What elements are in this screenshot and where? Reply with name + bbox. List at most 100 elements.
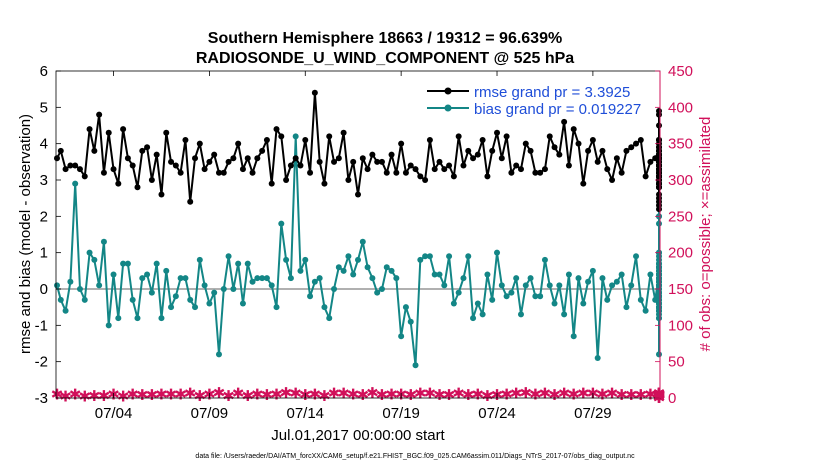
obs-assimilated-marker: ✱ xyxy=(136,387,149,404)
rmse-point xyxy=(182,137,189,144)
obs-assimilated-marker: ✱ xyxy=(548,387,561,404)
rmse-point xyxy=(503,133,510,140)
bias-point xyxy=(220,286,227,292)
bias-point xyxy=(283,256,290,263)
y-right-tick-label: 450 xyxy=(668,63,693,80)
rmse-point xyxy=(618,169,625,176)
rmse-point xyxy=(551,144,558,151)
bias-point xyxy=(321,304,328,311)
rmse-point xyxy=(350,158,357,165)
obs-assimilated-marker: ✱ xyxy=(653,386,666,403)
rmse-point xyxy=(100,169,107,176)
obs-assimilated-marker: ✱ xyxy=(126,386,139,403)
bias-point xyxy=(613,278,620,285)
rmse-point xyxy=(311,89,318,96)
obs-assimilated-marker: ✱ xyxy=(615,387,628,404)
bias-point xyxy=(163,267,170,274)
bias-point xyxy=(196,256,203,263)
rmse-point xyxy=(446,162,453,169)
bias-point xyxy=(470,315,477,322)
rmse-point xyxy=(527,147,534,154)
obs-assimilated-marker: ✱ xyxy=(347,386,360,403)
obs-assimilated-marker: ✱ xyxy=(146,387,159,404)
bias-point xyxy=(62,307,69,314)
rmse-point xyxy=(134,184,141,191)
bias-point xyxy=(110,271,117,278)
obs-assimilated-marker: ✱ xyxy=(433,387,446,404)
bias-point xyxy=(278,220,285,227)
rmse-point xyxy=(609,177,616,183)
bias-point xyxy=(350,271,357,278)
obs-assimilated-marker: ✱ xyxy=(653,386,666,403)
rmse-point xyxy=(321,180,328,187)
obs-assimilated-marker: ✱ xyxy=(174,386,187,403)
bias-point xyxy=(311,278,318,285)
bias-point xyxy=(335,264,342,271)
bias-point xyxy=(268,282,275,289)
bias-point xyxy=(211,289,218,296)
rmse-point xyxy=(67,162,74,169)
obs-assimilated-marker: ✱ xyxy=(653,387,666,404)
bias-point xyxy=(398,333,405,340)
bias-point xyxy=(656,296,662,303)
obs-assimilated-marker: ✱ xyxy=(117,389,130,406)
rmse-point xyxy=(656,206,662,213)
obs-assimilated-marker: ✱ xyxy=(318,388,331,405)
obs-assimilated-marker: ✱ xyxy=(653,388,666,405)
rmse-point xyxy=(613,155,620,162)
x-tick-label: 07/19 xyxy=(382,405,420,422)
bias-point xyxy=(537,293,544,300)
rmse-point xyxy=(369,151,376,158)
rmse-point xyxy=(192,155,199,162)
obs-assimilated-marker: ✱ xyxy=(635,387,648,404)
obs-assimilated-marker: ✱ xyxy=(653,390,666,407)
rmse-point xyxy=(153,151,160,158)
y-left-tick-label: -1 xyxy=(35,317,48,334)
y-left-tick-label: -3 xyxy=(35,390,48,407)
bias-point xyxy=(72,180,79,187)
rmse-point xyxy=(316,158,323,165)
rmse-point xyxy=(656,195,662,202)
bias-point xyxy=(522,282,529,289)
bias-point xyxy=(244,260,251,267)
obs-assimilated-marker: ✱ xyxy=(653,387,666,404)
obs-assimilated-marker: ✱ xyxy=(261,387,274,404)
bias-point xyxy=(86,249,93,256)
obs-assimilated-marker: ✱ xyxy=(653,387,666,404)
rmse-point xyxy=(426,137,433,144)
rmse-point xyxy=(517,166,524,173)
obs-assimilated-marker: ✱ xyxy=(472,386,485,403)
rmse-point xyxy=(513,162,520,169)
bias-point xyxy=(259,275,266,282)
rmse-point xyxy=(489,147,496,154)
y-right-tick-label: 300 xyxy=(668,172,693,189)
obs-assimilated-marker: ✱ xyxy=(270,386,283,403)
rmse-point xyxy=(575,140,582,147)
chart-title-line2: RADIOSONDE_U_WIND_COMPONENT @ 525 hPa xyxy=(196,50,574,67)
bias-point xyxy=(527,275,534,282)
rmse-point xyxy=(656,111,662,118)
rmse-point xyxy=(656,173,662,180)
rmse-point xyxy=(57,147,64,154)
data-file-footnote: data file: /Users/raeder/DAI/ATM_forcXX/… xyxy=(195,453,635,460)
rmse-point xyxy=(139,147,146,154)
obs-assimilated-marker: ✱ xyxy=(653,388,666,405)
rmse-point xyxy=(589,137,596,144)
obs-assimilated-marker: ✱ xyxy=(653,387,666,404)
bias-point xyxy=(81,296,88,303)
rmse-point xyxy=(647,158,654,165)
rmse-point xyxy=(585,147,592,154)
bias-point xyxy=(431,271,438,278)
bias-point xyxy=(546,282,553,289)
rmse-point xyxy=(498,155,505,162)
obs-assimilated-marker: ✱ xyxy=(165,386,178,403)
bias-point xyxy=(656,304,662,311)
obs-assimilated-marker: ✱ xyxy=(653,387,666,404)
obs-assimilated-marker: ✱ xyxy=(653,386,666,403)
obs-assimilated-marker: ✱ xyxy=(500,386,513,403)
legend-bias-marker xyxy=(444,104,452,112)
x-tick-label: 07/14 xyxy=(286,405,324,422)
bias-point xyxy=(465,253,472,260)
bias-point xyxy=(498,282,505,289)
bias-point xyxy=(407,318,414,325)
